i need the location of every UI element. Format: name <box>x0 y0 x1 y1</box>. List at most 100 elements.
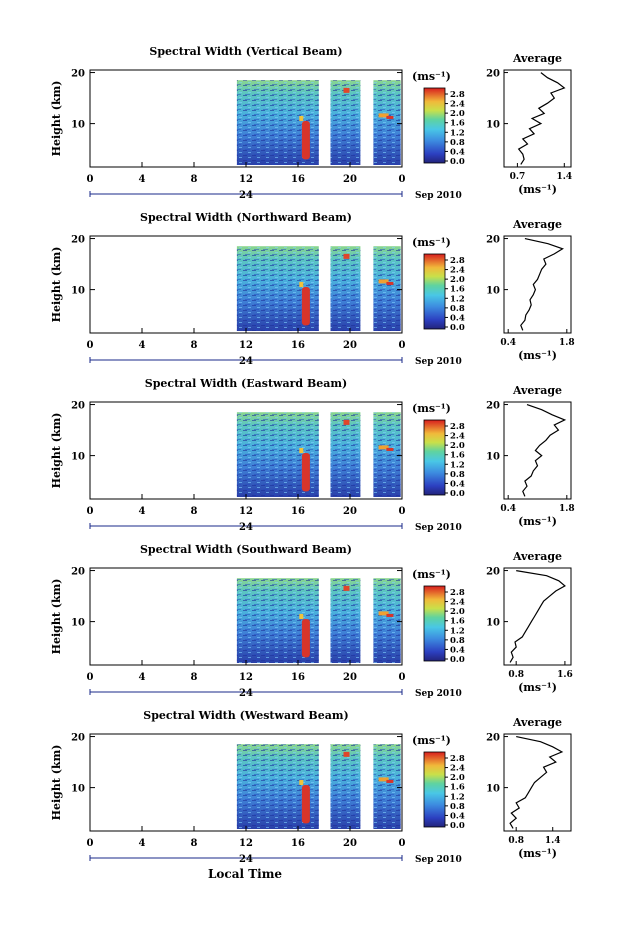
date-label: Sep 2010 <box>415 855 462 865</box>
colorbar-tick-label: 0.0 <box>450 323 465 333</box>
avg-unit: (ms⁻¹) <box>518 349 557 362</box>
avg-profile-line <box>509 570 566 663</box>
high-width-feature <box>343 751 350 757</box>
avg-y-tick-label: 10 <box>486 286 500 297</box>
high-width-feature <box>299 281 304 288</box>
x-tick-label: 16 <box>291 506 305 517</box>
avg-x-tick-label: 0.4 <box>500 504 516 514</box>
x-tick-label: 4 <box>139 506 146 517</box>
x-tick-label: 8 <box>191 506 198 517</box>
high-width-feature <box>378 777 389 782</box>
avg-title: Average <box>512 550 562 563</box>
avg-frame <box>503 69 572 168</box>
high-width-feature <box>301 121 310 160</box>
y-tick-label: 10 <box>71 120 85 131</box>
y-tick-label: 10 <box>71 452 85 463</box>
avg-title: Average <box>512 218 562 231</box>
high-width-feature <box>343 419 350 425</box>
avg-y-tick-label: 10 <box>486 618 500 629</box>
colorbar-tick-label: 1.6 <box>450 783 465 793</box>
colorbar-tick-label: 2.8 <box>450 422 465 432</box>
high-width-feature <box>343 253 350 259</box>
panel-title: Spectral Width (Southward Beam) <box>140 543 352 556</box>
date-label: Sep 2010 <box>415 523 462 533</box>
colorbar-tick-label: 1.2 <box>450 792 465 802</box>
colorbar-tick-label: 0.0 <box>450 157 465 167</box>
colorbar-tick-label: 2.0 <box>450 773 465 783</box>
x-tick-label: 4 <box>139 340 146 351</box>
colorbar-tick-label: 0.8 <box>450 470 465 480</box>
colorbar-tick-label: 2.0 <box>450 109 465 119</box>
high-width-feature <box>386 281 394 285</box>
x-tick-label: 16 <box>291 672 305 683</box>
high-width-feature <box>299 115 304 122</box>
y-tick-label: 10 <box>71 618 85 629</box>
x-tick-label: 20 <box>343 174 357 185</box>
colorbar-tick-label: 2.0 <box>450 441 465 451</box>
avg-profile-line <box>522 404 567 497</box>
avg-y-tick-label: 20 <box>486 69 500 80</box>
colorbar-tick-label: 0.4 <box>450 645 465 655</box>
day-label: 24 <box>239 688 253 699</box>
high-width-feature <box>386 779 394 783</box>
colorbar-tick-label: 0.8 <box>450 138 465 148</box>
colorbar-tick-label: 2.8 <box>450 588 465 598</box>
avg-x-tick-label: 1.6 <box>557 670 573 680</box>
day-label: 24 <box>239 854 253 865</box>
avg-title: Average <box>512 52 562 65</box>
avg-frame <box>503 733 572 832</box>
colorbar-unit: (ms⁻¹) <box>412 70 451 83</box>
heatmap-texture <box>330 246 361 331</box>
heatmap-texture <box>330 578 361 663</box>
day-label: 24 <box>239 190 253 201</box>
colorbar-tick-label: 0.8 <box>450 802 465 812</box>
colorbar-unit: (ms⁻¹) <box>412 734 451 747</box>
x-tick-label: 0 <box>87 174 94 185</box>
heatmap-texture <box>373 412 401 497</box>
y-axis-label: Height (km) <box>50 413 63 489</box>
high-width-feature <box>299 613 304 620</box>
x-tick-label: 12 <box>239 174 253 185</box>
high-width-feature <box>386 115 394 119</box>
day-label: 24 <box>239 522 253 533</box>
avg-y-tick-label: 20 <box>486 567 500 578</box>
colorbar-tick-label: 1.2 <box>450 294 465 304</box>
colorbar-tick-label: 2.4 <box>450 432 465 442</box>
x-tick-label: 0 <box>87 506 94 517</box>
x-tick-label: 8 <box>191 672 198 683</box>
panel-4: Spectral Width (Westward Beam) Height (km… <box>50 709 572 865</box>
colorbar-tick-label: 0.4 <box>450 811 465 821</box>
x-tick-label: 16 <box>291 174 305 185</box>
colorbar-tick-label: 1.6 <box>450 451 465 461</box>
panel-title: Spectral Width (Eastward Beam) <box>145 377 347 390</box>
high-width-feature <box>378 113 389 118</box>
avg-profile-line <box>509 736 564 829</box>
panel-title: Spectral Width (Northward Beam) <box>140 211 352 224</box>
colorbar-tick-label: 0.0 <box>450 489 465 499</box>
panel-1: Spectral Width (Northward Beam) Height (k… <box>50 211 575 367</box>
heatmap-texture <box>330 744 361 829</box>
heatmap-texture <box>330 80 361 165</box>
colorbar-tick-label: 2.0 <box>450 607 465 617</box>
x-tick-label: 12 <box>239 506 253 517</box>
y-tick-label: 20 <box>71 69 85 80</box>
avg-frame <box>503 401 572 500</box>
colorbar-tick-label: 0.8 <box>450 636 465 646</box>
colorbar <box>423 87 446 164</box>
x-tick-label: 20 <box>343 838 357 849</box>
colorbar-tick-label: 2.4 <box>450 598 465 608</box>
colorbar-tick-label: 1.2 <box>450 460 465 470</box>
colorbar-tick-label: 2.4 <box>450 764 465 774</box>
x-tick-label: 8 <box>191 838 198 849</box>
y-tick-label: 20 <box>71 733 85 744</box>
colorbar-tick-label: 1.6 <box>450 119 465 129</box>
avg-title: Average <box>512 384 562 397</box>
date-label: Sep 2010 <box>415 689 462 699</box>
avg-y-tick-label: 10 <box>486 784 500 795</box>
colorbar-tick-label: 1.6 <box>450 285 465 295</box>
avg-x-tick-label: 1.8 <box>559 338 575 348</box>
colorbar <box>423 419 446 496</box>
y-axis-label: Height (km) <box>50 579 63 655</box>
avg-x-tick-label: 0.4 <box>500 338 516 348</box>
